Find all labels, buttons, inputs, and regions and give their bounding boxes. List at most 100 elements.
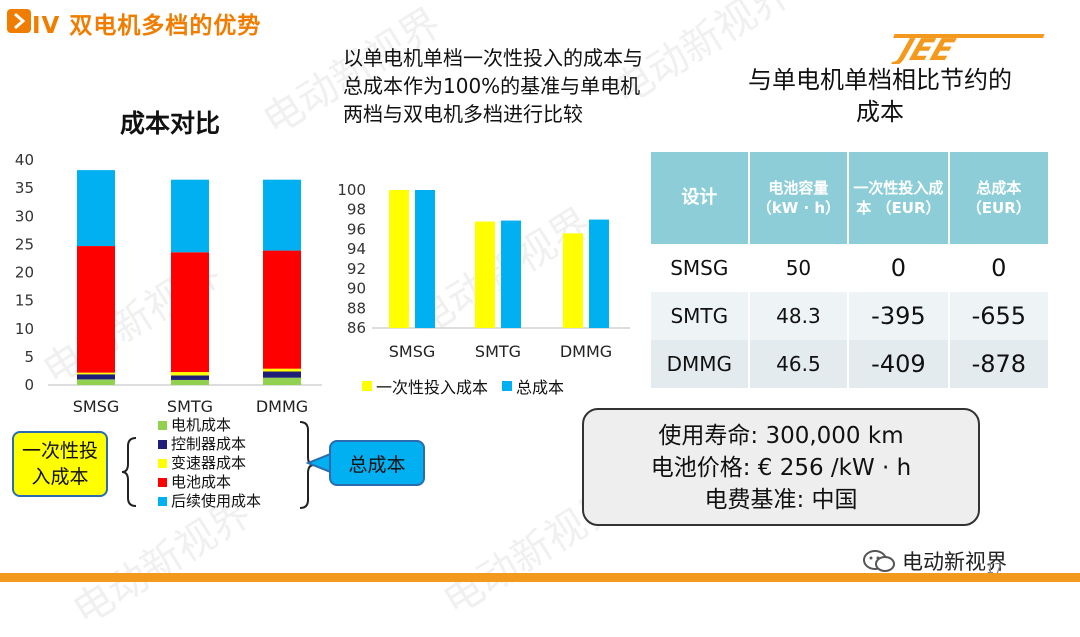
legend-item: 控制器成本 — [158, 435, 261, 454]
legend-label: 总成本 — [516, 378, 565, 397]
lifetime-text: 使用寿命: 300,000 km — [658, 423, 904, 449]
y-tick-label: 10 — [15, 320, 34, 338]
legend-swatch — [158, 440, 167, 449]
bar-segment — [77, 379, 115, 385]
bar — [389, 190, 409, 328]
legend-swatch — [362, 381, 372, 391]
brand-label: 电动新视界 — [862, 546, 1007, 576]
bar-segment — [263, 250, 301, 369]
x-tick-label: SMSG — [73, 397, 120, 416]
bar — [589, 219, 609, 328]
x-tick-label: SMTG — [167, 397, 213, 416]
table-cell: -655 — [948, 292, 1051, 340]
legend-label: 后续使用成本 — [171, 492, 262, 510]
y-tick-label: 5 — [24, 348, 34, 366]
electricity-text: 电费基准: 中国 — [704, 487, 858, 513]
table-header: 总成本 （EUR） — [948, 152, 1051, 244]
y-tick-label: 98 — [347, 201, 366, 219]
legend-swatch — [158, 497, 167, 506]
bar — [501, 220, 521, 328]
table-cell: DMMG — [651, 340, 750, 388]
bar-segment — [77, 374, 115, 380]
legend-item: 一次性投入成本 — [362, 374, 488, 398]
cost-comparison-chart: 0 5 10 15 20 25 30 35 40 SMSG SMTG DMMG — [15, 151, 322, 416]
page-number: 17 — [986, 562, 1003, 577]
x-tick-label: SMSG — [389, 342, 436, 361]
cost-chart-title: 成本对比 — [120, 109, 221, 138]
bar — [415, 190, 435, 328]
y-tick-label: 40 — [15, 151, 34, 169]
x-tick-label: SMTG — [475, 342, 521, 361]
y-tick-label: 20 — [15, 264, 34, 282]
one-time-cost-callout: 一次性投入成本 — [12, 431, 108, 497]
y-tick-label: 100 — [337, 181, 366, 199]
y-tick-label: 15 — [15, 292, 34, 310]
y-tick-label: 94 — [347, 240, 366, 258]
table-header: 电池容量 （kW · h） — [748, 152, 850, 244]
bar-segment — [171, 379, 209, 385]
legend-swatch — [502, 381, 513, 391]
table-row: SMTG 48.3 -395 -655 — [651, 292, 1051, 340]
table-header: 设计 — [651, 152, 750, 244]
bar-segment — [263, 179, 301, 251]
legend-item: 电机成本 — [158, 416, 261, 435]
brand-text: 电动新视界 — [902, 550, 1007, 574]
bar — [563, 233, 583, 328]
table-cell: 46.5 — [748, 340, 850, 388]
battery-price-text: 电池价格: € 256 /kW · h — [650, 455, 912, 481]
y-tick-label: 96 — [347, 220, 366, 238]
table-cell: 48.3 — [748, 292, 850, 340]
table-cell: 0 — [848, 244, 950, 292]
y-tick-label: 30 — [15, 207, 34, 225]
legend-swatch — [158, 459, 167, 468]
legend-swatch — [158, 421, 167, 430]
legend-label: 控制器成本 — [171, 435, 247, 453]
table-cell: 0 — [948, 244, 1051, 292]
footer-bar — [0, 573, 1080, 582]
table-cell: -409 — [848, 340, 950, 388]
table-header: 一次性投入成本 （EUR） — [848, 152, 950, 244]
comparison-description: 以单电机单档一次性投入的成本与总成本作为100%的基准与单电机两档与双电机多档进… — [343, 46, 643, 126]
bar-segment — [171, 375, 209, 380]
table-cell: -395 — [848, 292, 950, 340]
table-cell: SMTG — [651, 292, 750, 340]
left-brace — [121, 437, 137, 507]
y-tick-label: 90 — [347, 280, 366, 298]
cost-chart-legend: 电机成本 控制器成本 变速器成本 电池成本 后续使用成本 — [158, 416, 261, 511]
table-cell: -878 — [948, 340, 1051, 388]
savings-title: 与单电机单档相比节约的成本 — [748, 66, 1012, 126]
legend-label: 一次性投入成本 — [376, 378, 489, 397]
x-tick-label: DMMG — [256, 397, 308, 416]
y-tick-label: 25 — [15, 235, 34, 253]
table-header-row: 设计 电池容量 （kW · h） 一次性投入成本 （EUR） 总成本 （EUR） — [651, 152, 1051, 244]
chevron-right-icon — [7, 9, 31, 33]
legend-label: 电机成本 — [171, 416, 232, 434]
relative-cost-legend: 一次性投入成本 总成本 — [362, 374, 564, 398]
jee-logo: JEE — [888, 33, 1045, 64]
x-tick-label: DMMG — [560, 342, 612, 361]
legend-swatch — [158, 478, 167, 487]
table-cell: 50 — [748, 244, 850, 292]
legend-label: 变速器成本 — [171, 454, 247, 472]
bar-segment — [263, 371, 301, 378]
table-cell: SMSG — [651, 244, 750, 292]
bar-segment — [77, 372, 115, 375]
bar-segment — [263, 368, 301, 372]
legend-item: 后续使用成本 — [158, 492, 261, 511]
bar-segment — [171, 372, 209, 376]
wechat-icon — [863, 550, 895, 572]
bar-segment — [171, 252, 209, 373]
y-tick-label: 35 — [15, 179, 34, 197]
y-tick-label: 88 — [347, 299, 366, 317]
bar-segment — [77, 170, 115, 247]
bar-segment — [263, 377, 301, 385]
legend-label: 电池成本 — [171, 473, 232, 491]
table-row: SMSG 50 0 0 — [651, 244, 1051, 292]
savings-table: 设计 电池容量 （kW · h） 一次性投入成本 （EUR） 总成本 （EUR）… — [651, 152, 1051, 388]
legend-item: 变速器成本 — [158, 454, 261, 473]
page-title: IV 双电机多档的优势 — [32, 13, 262, 39]
y-tick-label: 86 — [347, 319, 366, 337]
bar-segment — [171, 179, 209, 253]
bar — [475, 221, 495, 328]
